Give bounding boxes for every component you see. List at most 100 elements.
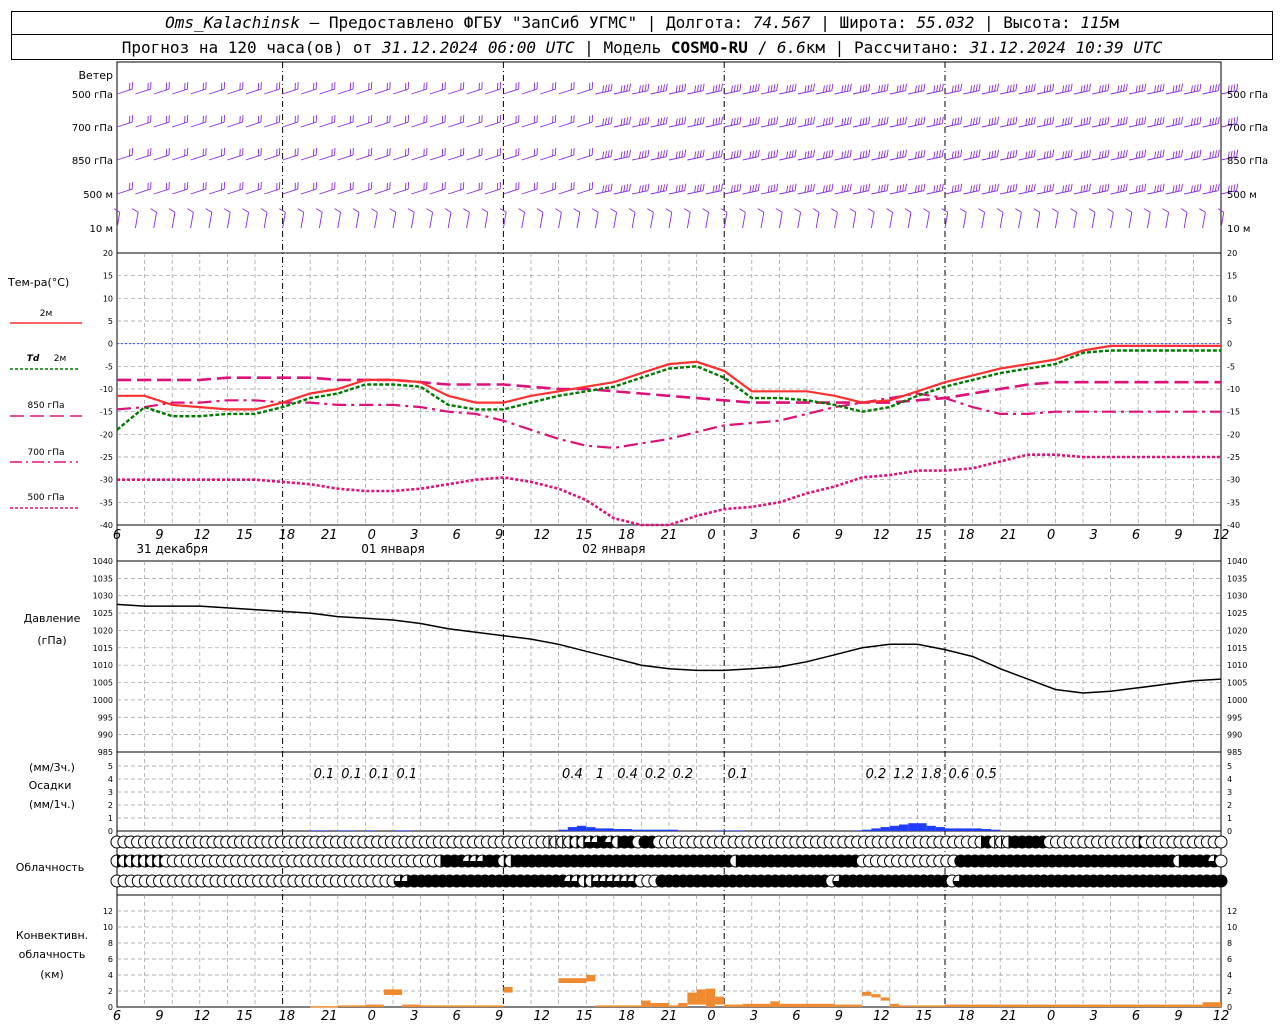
wind-barb-flag [1015,183,1018,191]
wind-barb-flag [113,208,121,213]
wind-barb-flag [733,84,736,92]
wind-barb-flag [1199,149,1202,157]
wind-barb-flag [975,117,978,125]
wind-barb-flag [1117,185,1120,193]
precip-tick-right: 5 [1227,762,1232,771]
wind-barb-flag [518,208,525,213]
wind-barb-flag [1175,117,1178,125]
wind-barb-flag [1154,185,1157,193]
wind-barb-flag [807,84,810,92]
wind-barb-flag [960,116,963,124]
wind-barb-flag [786,151,789,159]
conv-bar [586,975,596,982]
wind-barb-flag [736,150,739,158]
wind-barb-flag [831,149,834,157]
wind-barb-flag [936,84,939,92]
wind-barb-flag [628,208,636,213]
conv-bar [862,991,872,996]
wind-barb-flag [978,183,981,191]
wind-barb-flag [886,208,893,213]
wind-barb-flag [896,118,899,126]
conv-bar [770,1001,780,1007]
wind-barb-flag [602,118,605,126]
hour-tick-label: 9 [1174,1009,1182,1024]
wind-barb-flag [730,118,733,126]
temp-tick-left: -5 [105,362,113,371]
wind-barb-flag [610,116,613,124]
wind-barb-flag [1193,184,1196,192]
wind-barb-flag [1006,118,1009,126]
wind-barb-flag [1046,84,1049,92]
convective-cloud-bars [310,975,1221,1008]
wind-barb-flag [644,184,647,192]
wind-barb-flag [626,184,629,192]
wind-barb-flag [1236,183,1239,191]
wind-barb-flag [791,184,794,192]
wind-barb-flag [914,85,917,93]
wind-barb-flag [1117,151,1120,159]
wind-barb-flag [914,118,917,126]
wind-barb-flag [1181,149,1183,157]
wind-barb-flag [880,117,883,125]
sep-3: | [983,13,994,32]
wind-barb-flag [623,150,626,158]
wind-barb-flag [1156,184,1159,192]
wind-barb-flag [936,150,939,158]
wind-barb-flag [150,208,157,213]
wind-barb-flag [804,185,807,193]
wind-barb [1128,212,1133,229]
wind-barb [834,212,838,229]
wind-barb-flag [1190,185,1193,193]
wind-barb-flag [620,185,623,193]
wind-barb-flag [1051,208,1059,213]
wind-barb-flag [886,116,889,124]
temp-tick-left: -15 [100,408,113,417]
wind-barb-flag [638,151,641,159]
wind-barb-flag [1217,183,1220,191]
wind-barb-flag [1141,117,1144,125]
temp-tick-left: -25 [100,453,113,462]
wind-barb-flag [862,117,865,125]
wind-barb-flag [1217,83,1220,91]
wind-barb-flag [1120,150,1123,158]
wind-barb [429,212,434,229]
wind-barb-flag [849,116,852,124]
wind-barb-flag [1009,117,1012,125]
wind-barb-flag [712,151,715,159]
wind-barb-flag [463,208,470,213]
wind-barb-flag [812,208,820,213]
wind-barb-flag [1064,150,1067,158]
wind-barb-flag [638,185,641,193]
wind-barb-flag [683,208,691,213]
conv-bar [715,996,725,1005]
wind-barb-flag [954,84,957,92]
pressure-tick-left: 1020 [93,626,113,635]
conv-tick-right: 0 [1227,1003,1232,1012]
cloud-circle [1214,835,1228,849]
wind-barb-flag [941,208,949,213]
wind-barb-flag [1107,183,1110,191]
wind-barb-flag [1067,184,1070,192]
wind-barb [263,212,268,229]
wind-barb-flag [899,84,902,92]
wind-barb-flag [623,184,626,192]
wind-barb-flag [730,85,733,93]
wind-barb-flag [1172,85,1175,93]
station-name: Oms_Kalachinsk [165,13,300,32]
wind-barb-flag [1101,150,1104,158]
wind-barb-flag [733,150,736,158]
wind-barb-flag [681,184,684,192]
wind-barb-flag [957,84,960,92]
pressure-tick-left: 1025 [93,609,113,618]
wind-barb-flag [859,118,862,126]
wind-barb-flag [786,185,789,193]
wind-barb-flag [960,183,963,191]
wind-barb-flag [1144,149,1147,157]
cloud-symbol [1214,854,1228,868]
wind-barb-flag [997,183,999,191]
wind-barb-flag [754,150,757,158]
wind-barb-flag [831,183,834,191]
wind-barb [1202,212,1206,229]
precip-bar [724,830,734,831]
wind-barb-flag [1141,150,1144,158]
